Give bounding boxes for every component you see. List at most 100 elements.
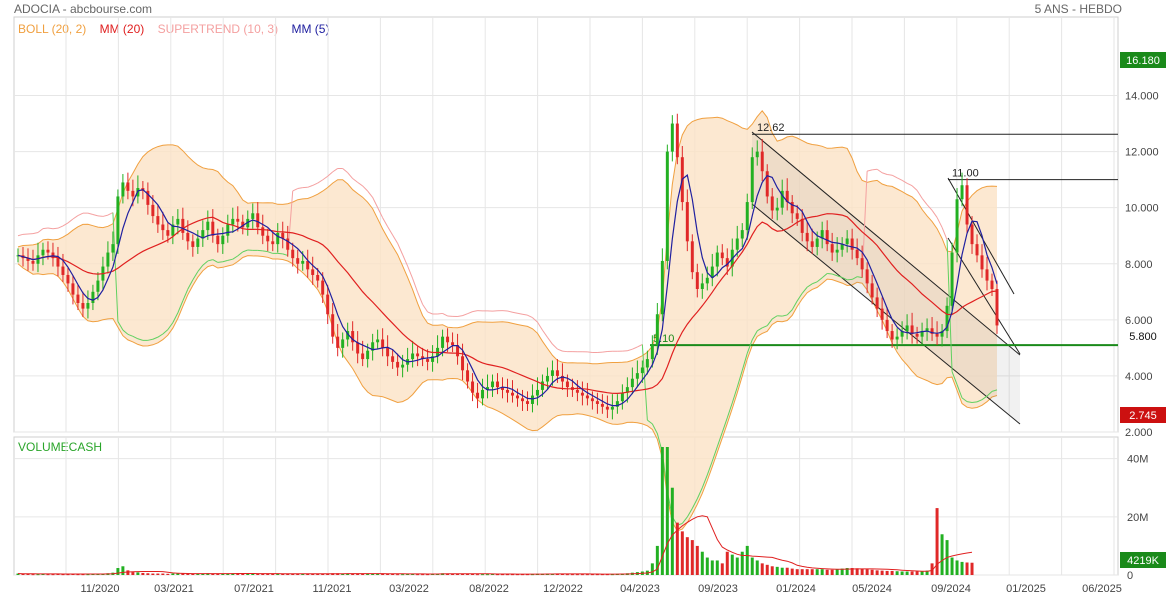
- supertrend-segment: [282, 253, 288, 256]
- volume-bar: [780, 567, 784, 575]
- volume-bar: [660, 447, 664, 575]
- candle-body: [426, 359, 430, 362]
- candle-body: [540, 381, 544, 390]
- volume-bar: [560, 573, 564, 575]
- x-tick-label: 04/2023: [620, 583, 660, 595]
- supertrend-segment: [72, 215, 79, 220]
- candle-body: [296, 258, 300, 264]
- candle-body: [640, 367, 644, 374]
- supertrend-segment: [832, 273, 838, 277]
- supertrend-segment: [896, 177, 903, 181]
- volume-bar: [675, 522, 679, 575]
- supertrend-segment: [172, 312, 179, 323]
- x-tick-label: 09/2023: [698, 583, 738, 595]
- candle-body: [441, 336, 445, 348]
- volume-bar: [371, 573, 375, 575]
- volume-bar: [61, 574, 65, 576]
- volume-bar: [750, 557, 754, 575]
- candle-body: [650, 345, 654, 360]
- candle-body: [935, 333, 939, 337]
- volume-bar: [306, 573, 310, 575]
- volume-bar: [855, 568, 859, 575]
- supertrend-segment: [881, 172, 888, 175]
- timeframe-label[interactable]: 5 ANS - HEBDO: [1034, 2, 1122, 16]
- y-tick-label: 6.000: [1125, 315, 1153, 327]
- candle-body: [775, 207, 779, 211]
- y-tick-label: 12.000: [1125, 147, 1159, 159]
- legend-supertrend[interactable]: SUPERTREND (10, 3): [157, 22, 279, 36]
- supertrend-segment: [202, 260, 209, 266]
- candle-body: [720, 252, 724, 259]
- supertrend-segment: [342, 168, 348, 174]
- supertrend-segment: [197, 264, 204, 272]
- supertrend-segment: [766, 318, 773, 326]
- volume-bar: [865, 569, 869, 575]
- volume-bar: [840, 568, 844, 575]
- supertrend-segment: [157, 333, 164, 338]
- volume-bar: [426, 574, 430, 576]
- supertrend-segment: [711, 446, 718, 462]
- supertrend-segment: [277, 252, 283, 255]
- volume-bar: [136, 572, 140, 575]
- supertrend-segment: [941, 227, 948, 241]
- legend-mm5[interactable]: MM (5): [291, 22, 330, 36]
- candle-body: [655, 314, 659, 346]
- low-price-badge: 2.745: [1129, 410, 1157, 422]
- supertrend-segment: [457, 315, 463, 317]
- volume-bar: [471, 573, 475, 575]
- volume-bar: [506, 574, 509, 576]
- supertrend-segment: [97, 215, 103, 217]
- volume-bar: [705, 557, 709, 575]
- volume-panel-frame: [13, 436, 1119, 576]
- supertrend-segment: [836, 275, 843, 278]
- candle-body: [750, 157, 754, 203]
- volume-bar: [161, 573, 165, 575]
- candle-body: [211, 221, 215, 236]
- supertrend-segment: [357, 181, 363, 187]
- candle-body: [486, 387, 490, 390]
- volume-bar: [815, 569, 819, 575]
- volume-bar: [735, 557, 739, 575]
- volume-bar: [126, 570, 130, 575]
- last-price-badge-bg: [1120, 328, 1166, 344]
- candle-body: [815, 238, 819, 247]
- legend-boll[interactable]: BOLL (20, 2): [18, 22, 87, 36]
- volume-bar: [740, 551, 744, 575]
- y-tick-label: 4.000: [1125, 371, 1153, 383]
- candle-body: [281, 232, 285, 239]
- legend-mm20[interactable]: MM (20): [99, 22, 145, 36]
- supertrend-segment: [991, 389, 998, 392]
- candle-body: [431, 356, 435, 362]
- supertrend-segment: [417, 291, 424, 305]
- supertrend-segment: [867, 169, 873, 172]
- x-tick-label: 11/2020: [81, 583, 120, 595]
- volume-bar: [141, 572, 145, 575]
- supertrend-segment: [681, 516, 688, 524]
- volume-bar: [76, 574, 80, 576]
- supertrend-segment: [352, 178, 358, 183]
- supertrend-segment: [731, 386, 738, 404]
- candle-body: [126, 182, 130, 191]
- supertrend-segment: [537, 321, 543, 331]
- volume-bar: [810, 569, 814, 575]
- volume-bar: [206, 573, 210, 575]
- supertrend-segment: [42, 227, 49, 230]
- supertrend-segment: [317, 179, 323, 184]
- x-tick-label: 06/2025: [1082, 583, 1122, 595]
- high-price-badge: 16.180: [1126, 55, 1160, 67]
- supertrend-segment: [887, 173, 893, 176]
- candle-body: [391, 356, 395, 362]
- candle-body: [311, 269, 315, 275]
- resistance-2-label: 11.00: [952, 168, 979, 180]
- supertrend-segment: [801, 286, 808, 294]
- mm20-line: [17, 213, 998, 395]
- supertrend-segment: [726, 402, 733, 418]
- volume-bar: [311, 573, 315, 575]
- volume-bar: [386, 573, 390, 575]
- volume-bar: [321, 573, 325, 575]
- candle-body: [995, 288, 999, 326]
- volume-bar: [595, 574, 599, 576]
- candle-body: [231, 218, 235, 225]
- supertrend-segment: [437, 312, 443, 315]
